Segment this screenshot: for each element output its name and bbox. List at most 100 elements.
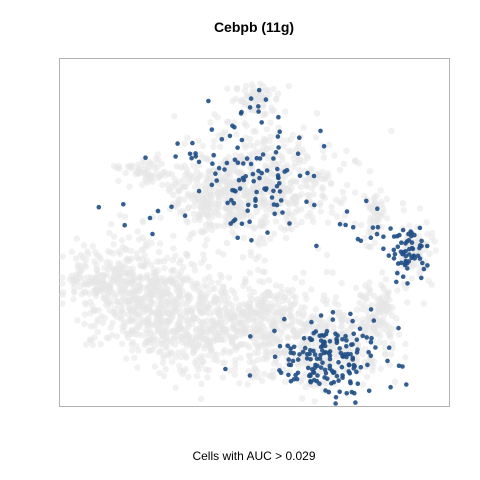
cell-point (262, 162, 269, 169)
cell-point (71, 277, 79, 284)
highlighted-cell-point (239, 221, 245, 226)
cell-point (281, 348, 288, 355)
cell-point (354, 340, 361, 347)
highlighted-cell-point (313, 329, 319, 334)
highlighted-cell-point (235, 235, 240, 241)
cell-point (254, 356, 261, 364)
highlighted-cell-point (314, 243, 319, 249)
highlighted-cell-point (282, 316, 287, 322)
cell-point (265, 314, 272, 322)
highlighted-cell-point (364, 198, 369, 204)
cell-point (368, 228, 376, 235)
cell-point (420, 300, 428, 307)
highlighted-cell-point (260, 152, 266, 157)
cell-point (206, 190, 213, 197)
highlighted-cell-point (370, 225, 376, 230)
highlighted-cell-point (147, 215, 153, 221)
cell-point (396, 331, 403, 338)
cell-point (400, 206, 407, 214)
highlighted-cell-point (350, 342, 355, 347)
cell-point (246, 358, 253, 366)
cell-point (271, 360, 278, 367)
cell-point (336, 166, 344, 174)
highlighted-cell-point (340, 373, 345, 378)
cell-point (381, 339, 388, 347)
cell-point (101, 272, 109, 280)
highlighted-cell-point (396, 363, 402, 369)
cell-point (328, 373, 336, 380)
all-cells-layer (59, 80, 439, 405)
highlighted-cell-point (333, 401, 338, 406)
cell-point (159, 181, 166, 189)
highlighted-cell-point (312, 202, 317, 208)
cell-point (205, 263, 212, 270)
cell-point (178, 164, 185, 171)
cell-point (391, 378, 399, 385)
cell-point (181, 140, 188, 147)
cell-point (424, 231, 431, 238)
highlighted-cell-point (317, 333, 323, 339)
cell-point (94, 328, 102, 336)
cell-point (180, 176, 187, 184)
cell-point (182, 317, 190, 324)
cell-point (359, 381, 367, 388)
cell-point (267, 178, 274, 186)
highlighted-cell-point (272, 211, 278, 217)
highlighted-cell-point (351, 366, 357, 371)
cell-point (366, 286, 374, 293)
highlighted-cell-point (193, 151, 198, 156)
cell-point (182, 171, 189, 179)
cell-point (241, 101, 248, 108)
cell-point (148, 239, 155, 247)
highlighted-cell-point (272, 354, 278, 360)
cell-point (106, 284, 113, 291)
cell-point (271, 308, 278, 315)
cell-point (131, 354, 138, 362)
cell-point (132, 303, 140, 310)
cell-point (199, 154, 206, 161)
highlighted-cell-point (239, 137, 245, 143)
cell-point (211, 209, 218, 216)
cell-point (244, 381, 251, 388)
cell-point (254, 368, 261, 375)
cell-point (406, 222, 413, 229)
cell-point (349, 322, 356, 329)
cell-point (134, 364, 141, 371)
cell-point (274, 348, 281, 355)
cell-point (135, 313, 142, 320)
cell-point (172, 341, 179, 348)
cell-point (297, 378, 304, 386)
cell-point (260, 102, 267, 109)
cell-point (204, 317, 211, 324)
cell-point (82, 256, 90, 263)
cell-point (281, 294, 288, 301)
cell-point (282, 108, 289, 115)
cell-point (251, 224, 258, 231)
cell-point (208, 300, 215, 307)
cell-point (169, 358, 176, 365)
cell-point (190, 162, 197, 170)
cell-point (292, 299, 299, 306)
cell-point (170, 297, 177, 304)
cell-point (255, 266, 262, 274)
cell-point (372, 219, 379, 226)
cell-point (275, 362, 283, 369)
cell-point (394, 287, 401, 294)
cell-point (219, 131, 226, 138)
cell-point (204, 283, 211, 290)
cell-point (109, 288, 116, 296)
highlighted-cell-point (349, 389, 355, 395)
cell-point (275, 124, 282, 131)
cell-point (133, 323, 140, 330)
highlighted-cell-point (409, 240, 415, 245)
highlighted-cell-point (230, 187, 235, 193)
highlighted-cell-point (276, 145, 281, 150)
cell-point (353, 357, 360, 364)
cell-point (160, 275, 167, 282)
cell-point (110, 233, 118, 240)
highlighted-cell-point (329, 368, 335, 374)
cell-point (370, 363, 377, 370)
highlighted-cell-point (280, 210, 285, 215)
cell-point (206, 310, 214, 317)
cell-point (309, 214, 316, 221)
